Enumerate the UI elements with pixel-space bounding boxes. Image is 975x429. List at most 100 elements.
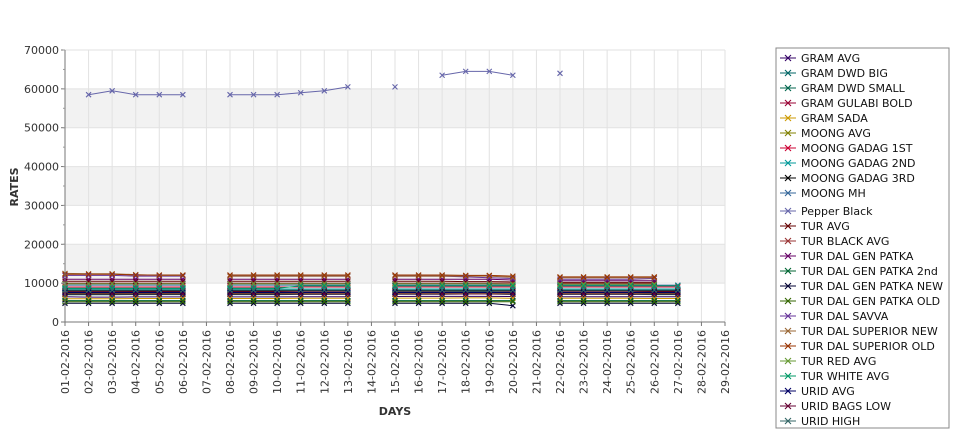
x-tick-label: 07-02-2016	[200, 330, 213, 394]
x-tick-label: 13-02-2016	[342, 330, 355, 394]
data-point	[156, 91, 163, 98]
data-point	[321, 298, 328, 305]
legend-label: MOONG GADAG 1ST	[801, 142, 913, 155]
data-point	[651, 281, 658, 288]
x-tick-label: 08-02-2016	[224, 330, 237, 394]
legend-marker	[784, 417, 792, 425]
data-point	[580, 287, 587, 294]
data-point	[462, 282, 469, 289]
data-point	[85, 91, 92, 98]
x-tick-label: 27-02-2016	[672, 330, 685, 394]
data-point	[462, 289, 469, 296]
y-tick-label: 50000	[24, 122, 59, 135]
data-point	[627, 281, 634, 288]
data-point	[439, 282, 446, 289]
data-point	[179, 287, 186, 294]
data-point	[227, 285, 233, 292]
data-point	[321, 300, 328, 307]
legend-label: GRAM SADA	[801, 112, 868, 125]
data-point	[156, 285, 163, 292]
x-tick-label: 23-02-2016	[578, 330, 591, 394]
data-point	[462, 287, 469, 294]
data-point	[109, 285, 116, 292]
y-tick-label: 10000	[24, 277, 59, 290]
legend-label: TUR DAL GEN PATKA NEW	[800, 280, 943, 293]
data-point	[627, 300, 634, 307]
legend-label: TUR DAL SUPERIOR OLD	[800, 340, 935, 353]
data-point	[321, 282, 328, 289]
data-point	[274, 289, 281, 296]
x-tick-label: 24-02-2016	[601, 330, 614, 394]
data-point	[557, 298, 563, 305]
data-point	[486, 281, 493, 287]
legend-label: GRAM AVG	[801, 52, 860, 65]
x-tick-label: 26-02-2016	[648, 330, 661, 394]
data-point	[604, 282, 611, 289]
legend-label: MOONG AVG	[801, 127, 871, 140]
data-point	[250, 300, 257, 307]
legend-items: GRAM AVG GRAM DWD BIG GRAM DWD SMALL GRAM G…	[780, 52, 943, 428]
data-point	[509, 297, 516, 304]
data-point	[604, 287, 611, 294]
data-point	[179, 281, 186, 287]
legend-label: Pepper Black	[801, 205, 873, 218]
data-point	[486, 68, 493, 75]
legend-marker	[784, 144, 792, 152]
legend-label: GRAM GULABI BOLD	[801, 97, 913, 110]
legend-marker	[784, 84, 792, 92]
data-point	[344, 84, 351, 90]
data-point	[604, 300, 611, 307]
x-tick-label: 16-02-2016	[413, 330, 426, 394]
series-line	[230, 86, 348, 96]
data-point	[250, 298, 257, 305]
data-point	[227, 273, 233, 280]
data-point	[604, 274, 611, 280]
data-point	[109, 287, 116, 294]
data-point	[392, 282, 398, 289]
data-point	[462, 300, 469, 307]
data-point	[132, 298, 139, 305]
y-tick-labels: 0 10000 20000 30000 40000 50000 60000 70000	[24, 44, 59, 329]
data-point	[297, 272, 304, 278]
data-point	[462, 281, 469, 287]
legend-marker	[784, 342, 792, 350]
data-point	[109, 87, 116, 94]
legend-label: GRAM DWD SMALL	[801, 82, 906, 95]
data-point	[179, 285, 186, 292]
y-tick-label: 40000	[24, 161, 59, 174]
data-point	[250, 285, 257, 292]
data-point	[250, 287, 257, 294]
data-point	[604, 276, 611, 283]
data-point	[321, 287, 328, 294]
data-point	[321, 87, 328, 94]
data-point	[509, 274, 516, 281]
data-point	[85, 289, 92, 296]
data-point	[85, 285, 92, 292]
data-point	[321, 289, 328, 296]
data-point	[344, 289, 351, 296]
data-point	[344, 273, 351, 280]
data-point	[415, 289, 422, 296]
data-point	[392, 272, 398, 278]
data-point	[156, 300, 163, 307]
x-tick-label: 04-02-2016	[130, 330, 143, 394]
data-point	[627, 289, 634, 296]
x-tick-label: 06-02-2016	[177, 330, 190, 394]
data-point	[651, 282, 658, 289]
series-line	[65, 274, 183, 277]
data-point	[392, 300, 398, 307]
data-point	[486, 287, 493, 294]
legend-marker	[784, 327, 792, 335]
data-point	[392, 289, 398, 296]
data-point	[486, 300, 493, 307]
data-point	[509, 275, 516, 282]
data-point	[651, 300, 658, 307]
x-tick-label: 21-02-2016	[530, 330, 543, 394]
series-line	[395, 280, 513, 283]
data-point	[651, 289, 658, 296]
data-point	[486, 274, 493, 281]
data-point	[179, 289, 186, 296]
legend-marker	[784, 402, 792, 410]
data-point	[274, 272, 281, 278]
x-tick-label: 15-02-2016	[389, 330, 402, 394]
